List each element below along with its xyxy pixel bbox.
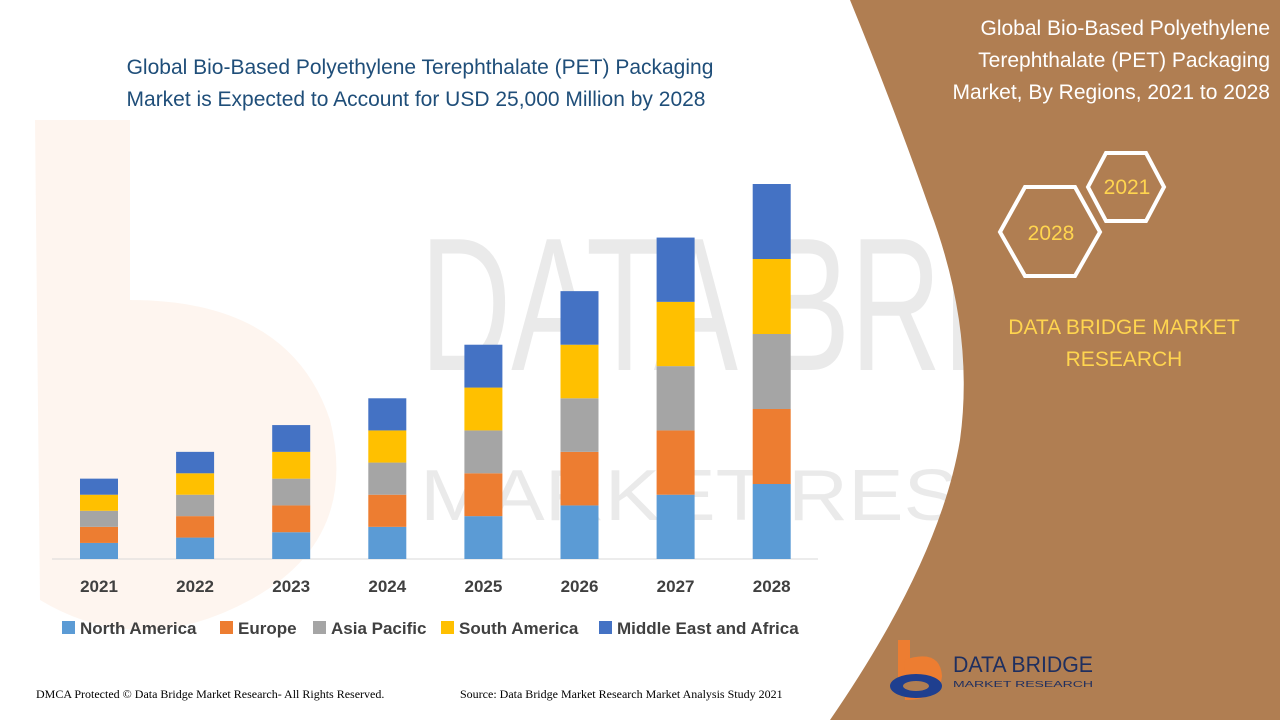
side-title-line-3: Market, By Regions, 2021 to 2028 (952, 81, 1270, 104)
bar-2023-segment-3 (272, 451, 311, 479)
chart-title-line-1: Global Bio-Based Polyethylene Terephthal… (127, 56, 714, 79)
side-panel-background (830, 0, 1280, 720)
bar-2021-segment-2 (80, 510, 118, 527)
bar-2024-segment-3 (368, 430, 407, 463)
x-tick-label-2027: 2027 (657, 577, 695, 596)
company-logo: DATA BRIDGE MARKET RESEARCH (890, 640, 1093, 700)
legend-item-3: South America (441, 619, 579, 638)
legend-swatch-0 (62, 621, 75, 634)
legend-item-4: Middle East and Africa (599, 619, 799, 638)
legend-label-0: North America (80, 619, 197, 638)
bar-2026-segment-3 (560, 344, 599, 399)
legend-swatch-1 (220, 621, 233, 634)
brand-name: DATA BRIDGE MARKET RESEARCH (1008, 316, 1240, 371)
logo-subtext: MARKET RESEARCH (953, 680, 1093, 689)
x-tick-label-2028: 2028 (753, 577, 791, 596)
hexagon-label-2021: 2021 (1104, 176, 1151, 199)
legend-label-3: South America (459, 619, 579, 638)
logo-text: DATA BRIDGE (953, 652, 1093, 677)
bar-2022-segment-4 (176, 451, 215, 474)
bar-2025-segment-0 (464, 516, 503, 559)
bar-2022-segment-0 (176, 537, 215, 559)
bar-2021-segment-3 (80, 494, 118, 511)
bar-2024-segment-0 (368, 526, 407, 559)
bar-2021-segment-1 (80, 526, 118, 543)
bar-2022-segment-3 (176, 473, 215, 495)
bar-2026-segment-1 (560, 451, 599, 506)
bar-2025-segment-4 (464, 344, 503, 388)
legend-label-4: Middle East and Africa (617, 619, 799, 638)
chart-title: Global Bio-Based Polyethylene Terephthal… (127, 56, 714, 111)
bar-2021-segment-4 (80, 478, 118, 495)
bar-2027-segment-0 (656, 494, 695, 559)
legend: North America Europe Asia Pacific South Ame… (62, 619, 799, 638)
x-tick-label-2021: 2021 (80, 577, 118, 596)
side-panel-title: Global Bio-Based Polyethylene Terephthal… (952, 17, 1270, 104)
bar-2026-segment-4 (560, 291, 599, 345)
bar-2028-segment-3 (752, 259, 791, 334)
bar-2023-segment-4 (272, 425, 311, 452)
legend-label-2: Asia Pacific (331, 619, 426, 638)
bar-2023-segment-2 (272, 478, 311, 506)
bar-2028-segment-0 (752, 484, 791, 559)
bar-2024-segment-4 (368, 398, 407, 431)
bar-2021-segment-0 (80, 542, 118, 559)
footer-source: Source: Data Bridge Market Research Mark… (460, 687, 783, 701)
year-hexagons: 2028 2021 (997, 151, 1167, 278)
legend-swatch-4 (599, 621, 612, 634)
bar-2023-segment-1 (272, 505, 311, 533)
bar-2024-segment-1 (368, 494, 407, 527)
bar-2026-segment-2 (560, 398, 599, 452)
chart-title-line-2: Market is Expected to Account for USD 25… (127, 88, 706, 111)
bar-2028-segment-4 (752, 184, 791, 259)
x-tick-label-2022: 2022 (176, 577, 214, 596)
bar-2025-segment-3 (464, 387, 503, 431)
bar-2023-segment-0 (272, 532, 311, 559)
side-title-line-2: Terephthalate (PET) Packaging (978, 49, 1270, 72)
x-tick-label-2025: 2025 (464, 577, 502, 596)
bar-2027-segment-4 (656, 237, 695, 302)
bar-stacks (80, 184, 791, 559)
x-tick-label-2023: 2023 (272, 577, 310, 596)
hexagon-2028 (997, 185, 1103, 278)
bar-2026-segment-0 (560, 505, 599, 559)
bar-2027-segment-3 (656, 301, 695, 367)
footer-copyright: DMCA Protected © Data Bridge Market Rese… (36, 687, 384, 701)
bar-2024-segment-2 (368, 462, 407, 495)
bar-2027-segment-2 (656, 366, 695, 431)
bar-2027-segment-1 (656, 430, 695, 495)
logo-icon (890, 640, 942, 700)
brand-line-1: DATA BRIDGE MARKET (1008, 316, 1240, 339)
plot-area: 2021 2022 2023 2024 2025 2026 2027 2028 (52, 184, 818, 596)
legend-label-1: Europe (238, 619, 297, 638)
bar-2022-segment-2 (176, 494, 215, 517)
legend-item-2: Asia Pacific (313, 619, 426, 638)
legend-swatch-2 (313, 621, 326, 634)
bar-2022-segment-1 (176, 516, 215, 538)
x-tick-label-2026: 2026 (561, 577, 599, 596)
bar-2025-segment-1 (464, 473, 503, 517)
side-title-line-1: Global Bio-Based Polyethylene (980, 17, 1270, 40)
hexagon-2021 (1085, 151, 1167, 223)
x-axis-tick-labels: 2021 2022 2023 2024 2025 2026 2027 2028 (80, 577, 791, 596)
x-tick-label-2024: 2024 (368, 577, 406, 596)
bar-2028-segment-2 (752, 334, 791, 409)
bar-2028-segment-1 (752, 409, 791, 484)
legend-swatch-3 (441, 621, 454, 634)
bar-2025-segment-2 (464, 430, 503, 474)
legend-item-0: North America (62, 619, 197, 638)
brand-line-2: RESEARCH (1066, 348, 1183, 371)
hexagon-label-2028: 2028 (1028, 222, 1075, 245)
legend-item-1: Europe (220, 619, 297, 638)
